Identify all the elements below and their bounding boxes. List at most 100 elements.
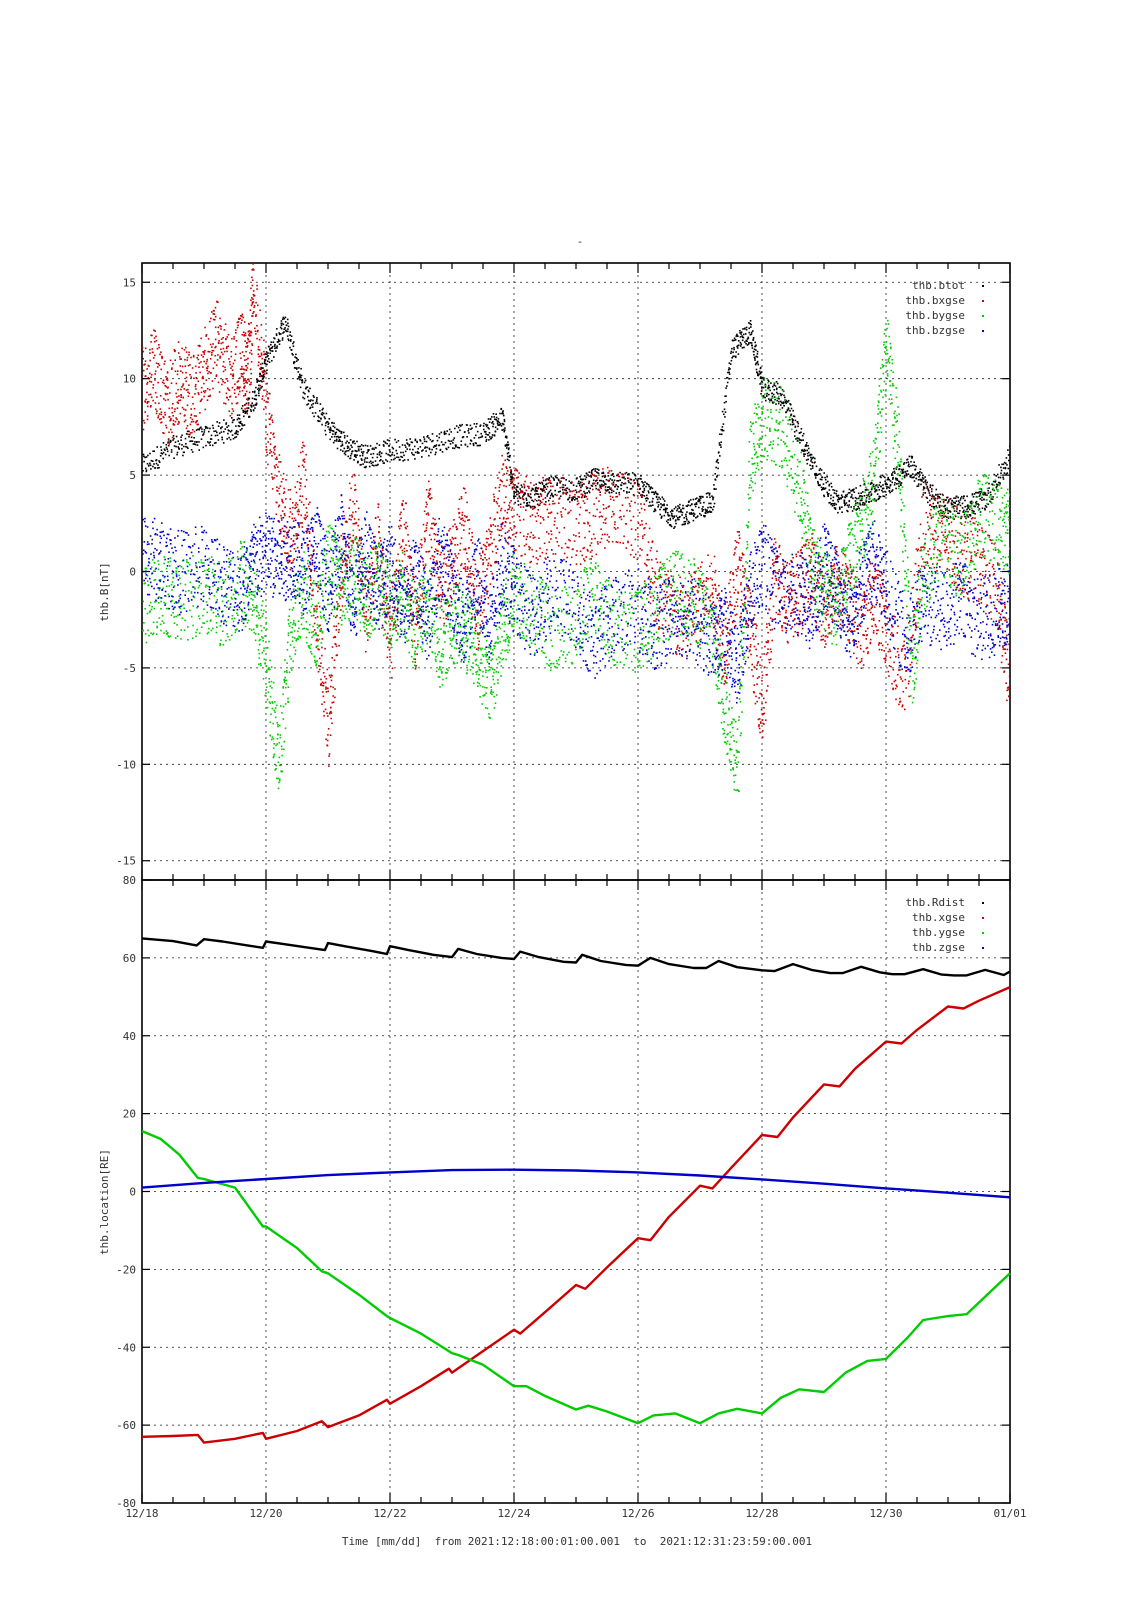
scatter-point (409, 614, 412, 616)
scatter-point (577, 482, 579, 485)
scatter-point (165, 446, 168, 449)
scatter-point (850, 495, 853, 498)
scatter-point (220, 427, 222, 429)
scatter-point (888, 487, 891, 489)
scatter-point (311, 529, 314, 531)
scatter-point (598, 479, 601, 482)
scatter-point (925, 479, 927, 482)
scatter-point (964, 515, 966, 518)
scatter-point (290, 567, 292, 569)
scatter-point (771, 392, 773, 395)
scatter-point (315, 584, 318, 587)
scatter-point (529, 561, 531, 564)
scatter-point (476, 614, 479, 616)
scatter-point (556, 477, 558, 479)
scatter-point (643, 580, 646, 582)
scatter-point (398, 543, 401, 545)
scatter-point (751, 347, 754, 349)
scatter-point (381, 602, 384, 605)
scatter-point (589, 551, 592, 553)
scatter-point (496, 428, 499, 430)
scatter-point (728, 371, 730, 374)
scatter-point (331, 436, 333, 438)
scatter-point (863, 504, 865, 506)
scatter-point (459, 549, 461, 551)
scatter-point (588, 471, 591, 473)
scatter-point (382, 626, 384, 629)
scatter-point (266, 382, 268, 385)
scatter-point (574, 489, 577, 491)
scatter-point (383, 570, 385, 573)
scatter-point (179, 356, 181, 358)
scatter-point (591, 472, 593, 474)
scatter-point (992, 480, 995, 483)
scatter-point (509, 506, 511, 508)
scatter-point (1005, 462, 1007, 465)
scatter-point (400, 517, 402, 519)
scatter-point (516, 470, 519, 472)
scatter-point (647, 541, 650, 543)
scatter-point (257, 379, 259, 382)
scatter-point (552, 477, 555, 479)
scatter-point (933, 495, 935, 498)
scatter-point (674, 609, 676, 611)
scatter-point (752, 336, 755, 339)
scatter-point (221, 436, 223, 439)
scatter-point (236, 387, 238, 390)
scatter-point (830, 497, 832, 500)
scatter-point (837, 496, 840, 499)
scatter-point (868, 495, 871, 498)
scatter-point (859, 504, 862, 506)
scatter-point (362, 559, 365, 562)
scatter-point (543, 503, 546, 505)
scatter-point (443, 432, 446, 434)
scatter-point (382, 577, 385, 580)
scatter-point (405, 439, 408, 441)
scatter-point (538, 537, 540, 539)
scatter-point (561, 516, 563, 518)
scatter-point (311, 589, 314, 592)
scatter-point (938, 496, 940, 498)
scatter-point (335, 440, 338, 442)
scatter-point (310, 404, 313, 406)
scatter-point (353, 522, 356, 525)
scatter-point (955, 500, 958, 502)
scatter-point (395, 441, 398, 444)
scatter-point (269, 443, 272, 445)
scatter-point (634, 529, 637, 531)
scatter-point (244, 385, 246, 387)
scatter-point (421, 544, 423, 546)
scatter-point (616, 480, 618, 482)
scatter-point (730, 352, 732, 354)
scatter-point (157, 416, 159, 419)
scatter-point (489, 583, 492, 585)
scatter-point (644, 562, 646, 565)
scatter-point (200, 386, 203, 389)
scatter-point (341, 587, 343, 590)
scatter-point (303, 458, 306, 461)
scatter-point (273, 449, 276, 451)
scatter-point (774, 398, 776, 401)
scatter-point (942, 511, 945, 513)
scatter-point (803, 453, 805, 455)
scatter-point (582, 547, 585, 550)
scatter-point (319, 624, 321, 627)
scatter-point (168, 443, 171, 445)
scatter-point (988, 487, 990, 489)
scatter-point (721, 410, 724, 413)
scatter-point (692, 498, 695, 501)
scatter-point (337, 631, 340, 633)
scatter-point (686, 631, 689, 633)
scatter-point (319, 420, 321, 422)
scatter-point (167, 398, 169, 401)
scatter-point (183, 451, 185, 454)
scatter-point (222, 442, 225, 444)
scatter-point (571, 497, 574, 499)
scatter-point (498, 490, 501, 492)
scatter-point (564, 489, 566, 491)
scatter-point (202, 375, 204, 378)
scatter-point (203, 360, 205, 363)
scatter-point (283, 491, 286, 493)
scatter-point (224, 402, 227, 405)
scatter-point (577, 502, 580, 505)
